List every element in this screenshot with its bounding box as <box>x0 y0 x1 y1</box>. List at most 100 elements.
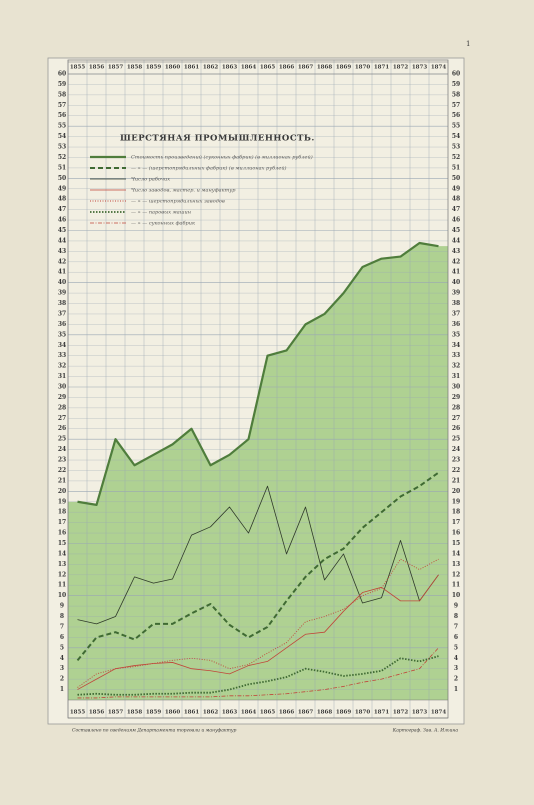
y-tick-label: 12 <box>452 571 460 578</box>
y-tick-label: 38 <box>58 300 66 307</box>
y-tick-label: 33 <box>452 352 460 359</box>
y-tick-label: 39 <box>452 290 460 297</box>
y-tick-label: 52 <box>452 154 460 161</box>
x-tick-label: 1857 <box>108 710 123 716</box>
y-tick-label: 57 <box>452 102 460 109</box>
y-tick-label: 30 <box>58 384 66 391</box>
x-tick-label: 1867 <box>298 65 313 71</box>
y-tick-label: 19 <box>452 498 460 505</box>
chart-title: ШЕРСТЯНАЯ ПРОМЫШЛЕННОСТЬ. <box>120 134 315 144</box>
x-tick-label: 1860 <box>165 710 180 716</box>
y-tick-label: 20 <box>452 488 460 495</box>
y-tick-label: 45 <box>452 227 460 234</box>
x-tick-label: 1855 <box>70 710 85 716</box>
series-line <box>77 655 439 696</box>
y-tick-label: 27 <box>452 415 460 422</box>
y-tick-label: 15 <box>58 540 66 547</box>
y-tick-label: 9 <box>454 603 458 610</box>
y-tick-label: 12 <box>58 571 66 578</box>
y-tick-label: 1 <box>454 686 458 693</box>
y-tick-label: 42 <box>58 258 66 265</box>
y-tick-label: 10 <box>452 592 460 599</box>
y-tick-label: 3 <box>60 665 64 672</box>
y-tick-label: 7 <box>60 623 64 630</box>
y-tick-label: 29 <box>58 394 66 401</box>
y-tick-label: 52 <box>58 154 66 161</box>
y-tick-label: 1 <box>60 686 64 693</box>
y-tick-label: 37 <box>452 310 460 317</box>
footer-left: Составлено по сведениям Департамента тор… <box>72 727 236 734</box>
y-tick-label: 21 <box>452 477 460 484</box>
y-tick-label: 40 <box>58 279 66 286</box>
series-line <box>76 471 440 661</box>
y-tick-label: 24 <box>58 446 66 453</box>
y-tick-label: 54 <box>452 133 460 140</box>
x-tick-label: 1873 <box>412 65 427 71</box>
y-tick-label: 39 <box>58 290 66 297</box>
y-tick-label: 18 <box>452 509 460 516</box>
y-tick-label: 48 <box>452 196 460 203</box>
y-tick-label: 33 <box>58 352 66 359</box>
y-tick-label: 27 <box>58 415 66 422</box>
y-tick-label: 15 <box>452 540 460 547</box>
y-tick-label: 8 <box>454 613 458 620</box>
x-tick-label: 1859 <box>146 65 161 71</box>
y-tick-label: 13 <box>452 561 460 568</box>
y-tick-label: 24 <box>452 446 460 453</box>
y-tick-label: 13 <box>58 561 66 568</box>
y-tick-label: 22 <box>58 467 66 474</box>
y-tick-label: 55 <box>452 123 460 130</box>
y-tick-label: 4 <box>60 655 64 662</box>
y-tick-label: 47 <box>58 206 66 213</box>
y-tick-label: 9 <box>60 603 64 610</box>
y-tick-label: 14 <box>58 550 66 557</box>
x-tick-label: 1869 <box>336 710 351 716</box>
y-tick-label: 6 <box>60 634 64 641</box>
x-tick-label: 1871 <box>374 710 389 716</box>
y-tick-label: 8 <box>60 613 64 620</box>
y-tick-label: 23 <box>58 457 66 464</box>
y-tick-label: 46 <box>58 217 66 224</box>
y-tick-label: 58 <box>452 91 460 98</box>
y-tick-label: 32 <box>58 363 66 370</box>
y-tick-label: 22 <box>452 467 460 474</box>
y-tick-label: 42 <box>452 258 460 265</box>
y-tick-label: 36 <box>452 321 460 328</box>
y-tick-label: 46 <box>452 217 460 224</box>
y-tick-label: 45 <box>58 227 66 234</box>
y-tick-label: 11 <box>452 582 460 589</box>
y-tick-label: 19 <box>58 498 66 505</box>
x-tick-label: 1873 <box>412 710 427 716</box>
y-tick-label: 44 <box>452 237 460 244</box>
y-tick-label: 11 <box>58 582 66 589</box>
x-tick-label: 1856 <box>89 65 104 71</box>
y-tick-label: 36 <box>58 321 66 328</box>
y-tick-label: 51 <box>58 164 66 171</box>
y-tick-label: 5 <box>60 644 64 651</box>
y-tick-label: 57 <box>58 102 66 109</box>
footer-right: Картограф. Зав. А. Ильина <box>392 727 459 734</box>
y-tick-label: 56 <box>452 112 460 119</box>
y-tick-label: 48 <box>58 196 66 203</box>
x-tick-label: 1868 <box>317 65 332 71</box>
series-line <box>77 558 439 688</box>
y-tick-label: 7 <box>454 623 458 630</box>
y-tick-label: 56 <box>58 112 66 119</box>
y-tick-label: 43 <box>58 248 66 255</box>
y-tick-label: 58 <box>58 91 66 98</box>
y-tick-label: 60 <box>58 71 66 78</box>
y-tick-label: 50 <box>58 175 66 182</box>
x-tick-label: 1872 <box>393 65 408 71</box>
legend-label: — » — шерстопрядильных заводов <box>131 199 225 205</box>
y-tick-label: 2 <box>60 676 64 683</box>
x-tick-label: 1864 <box>241 710 256 716</box>
y-tick-label: 35 <box>58 331 66 338</box>
y-tick-label: 4 <box>454 655 458 662</box>
x-tick-label: 1859 <box>146 710 161 716</box>
x-tick-label: 1874 <box>431 65 446 71</box>
x-tick-label: 1862 <box>203 710 218 716</box>
legend-label: — » — (шерстопрядильных фабрик) (в милли… <box>131 165 287 172</box>
y-tick-label: 49 <box>58 185 66 192</box>
x-tick-label: 1869 <box>336 65 351 71</box>
